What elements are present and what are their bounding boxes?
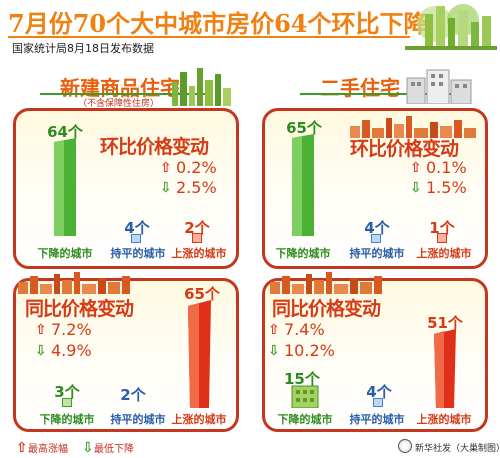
bar-flat-cities (371, 234, 381, 243)
label-flat: 持平的城市 (349, 413, 405, 426)
title-underline (8, 36, 410, 38)
stat-max-down: ⇩ 4.9% (35, 341, 92, 360)
count-down: 65个 (286, 119, 322, 137)
count-up: 51个 (427, 314, 463, 332)
count-flat: 4个 (366, 383, 392, 401)
city-strip-decoration (270, 272, 382, 294)
section-rule-right (300, 93, 470, 95)
house-decoration-right (406, 69, 472, 104)
source-line: 国家统计局8月18日发布数据 (12, 42, 154, 55)
legend-down: ⇩最低下降 (82, 440, 134, 456)
section-title-new-housing: 新建商品住宅 (60, 76, 180, 100)
heading-mom: 环比价格变动 (100, 136, 209, 158)
label-flat: 持平的城市 (349, 247, 405, 260)
down-arrow-icon: ⇩ (35, 342, 47, 359)
heading-yoy: 同比价格变动 (272, 298, 381, 320)
city-decoration-left (172, 68, 231, 106)
stat-max-up: ⇧ 0.1% (410, 158, 467, 177)
bar-down-cities (54, 138, 76, 236)
count-down: 3个 (54, 383, 80, 401)
legend-up: ⇧最高涨幅 (16, 440, 68, 456)
down-arrow-icon: ⇩ (268, 342, 280, 359)
heading-mom: 环比价格变动 (350, 138, 459, 160)
up-arrow-icon: ⇧ (268, 321, 280, 338)
bar-up-cities (192, 233, 202, 243)
label-down: 下降的城市 (37, 247, 93, 260)
label-up: 上涨的城市 (171, 413, 227, 426)
stat-max-down: ⇩ 1.5% (410, 178, 467, 197)
count-flat: 2个 (120, 386, 146, 404)
bar-up-cities (434, 329, 456, 408)
city-strip-decoration (350, 116, 476, 138)
label-down: 下降的城市 (277, 413, 333, 426)
section-rule-left (40, 93, 210, 95)
count-up: 2个 (184, 219, 210, 237)
down-arrow-icon: ⇩ (82, 440, 94, 456)
city-strip-decoration (18, 272, 130, 294)
up-arrow-icon: ⇧ (16, 440, 28, 456)
up-arrow-icon: ⇧ (35, 321, 47, 338)
label-flat: 持平的城市 (110, 413, 166, 426)
label-flat: 持平的城市 (110, 247, 166, 260)
down-arrow-icon: ⇩ (410, 179, 422, 196)
bar-up-cities (188, 300, 211, 408)
section-note-new-housing: （不含保障性住房） (78, 99, 160, 109)
skyline-decoration-header (405, 4, 497, 50)
credit: 新华社发（大巢制图） (415, 444, 500, 454)
legend: ⇧最高涨幅 ⇩最低下降 (16, 440, 134, 456)
bar-flat-cities (131, 234, 141, 243)
stat-max-down: ⇩ 10.2% (268, 341, 335, 360)
count-up: 1个 (429, 219, 455, 237)
stat-max-up: ⇧ 0.2% (160, 158, 217, 177)
label-down: 下降的城市 (39, 413, 95, 426)
label-down: 下降的城市 (275, 247, 331, 260)
page-title: 7月份70个大中城市房价64个环比下降 (8, 9, 428, 38)
count-down: 15个 (284, 370, 320, 388)
section-title-second-hand: 二手住宅 (320, 76, 400, 100)
stat-max-up: ⇧ 7.4% (268, 320, 325, 339)
bar-down-cities (292, 134, 314, 236)
xinhua-logo-icon (398, 439, 412, 453)
down-arrow-icon: ⇩ (160, 179, 172, 196)
stat-max-down: ⇩ 2.5% (160, 178, 217, 197)
count-flat: 4个 (364, 219, 390, 237)
count-up: 65个 (184, 285, 220, 303)
label-up: 上涨的城市 (416, 413, 472, 426)
count-flat: 4个 (124, 219, 150, 237)
stat-max-up: ⇧ 7.2% (35, 320, 92, 339)
count-down: 64个 (47, 123, 83, 141)
up-arrow-icon: ⇧ (410, 159, 422, 176)
bar-up-cities (437, 233, 447, 243)
up-arrow-icon: ⇧ (160, 159, 172, 176)
bar-down-cities (62, 398, 72, 407)
bar-down-cities (291, 385, 319, 408)
label-up: 上涨的城市 (171, 247, 227, 260)
label-up: 上涨的城市 (416, 247, 472, 260)
bar-flat-cities (373, 398, 383, 407)
heading-yoy: 同比价格变动 (25, 298, 134, 320)
